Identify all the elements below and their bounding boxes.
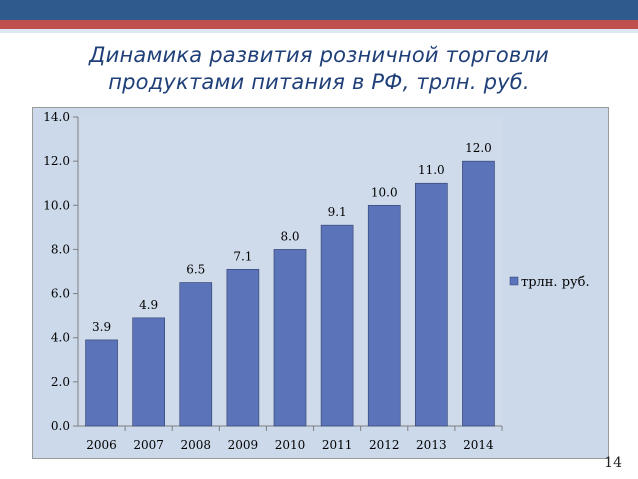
data-label: 12.0: [465, 141, 492, 155]
bar: [179, 282, 213, 427]
slide-top-accent-band: [0, 20, 638, 29]
legend-swatch: [509, 276, 519, 286]
x-tick-label: 2014: [463, 438, 494, 452]
slide-title-line-2: продуктами питания в РФ, трлн. руб.: [108, 70, 530, 94]
bar: [320, 224, 354, 427]
data-label: 7.1: [233, 249, 252, 263]
data-label: 3.9: [92, 320, 111, 334]
bar: [462, 160, 495, 427]
x-tick-label: 2013: [416, 438, 447, 452]
bar: [367, 204, 401, 427]
x-tick-label: 2008: [181, 438, 212, 452]
x-tick-label: 2012: [369, 438, 400, 452]
x-tick-label: 2009: [228, 438, 259, 452]
bar: [273, 249, 307, 427]
bar: [85, 339, 118, 427]
data-label: 6.5: [186, 263, 205, 277]
y-tick-label: 4.0: [51, 331, 70, 345]
y-tick-label: 10.0: [43, 198, 70, 212]
y-tick-label: 6.0: [51, 287, 70, 301]
page-number: 14: [604, 455, 622, 471]
bar: [415, 182, 448, 427]
bar: [132, 317, 165, 427]
slide-title-line-1: Динамика развития розничной торговли: [89, 43, 549, 67]
x-tick-label: 2011: [322, 438, 353, 452]
y-tick-label: 12.0: [43, 154, 70, 168]
x-tick-label: 2007: [133, 438, 164, 452]
slide-top-band: [0, 0, 638, 20]
data-label: 4.9: [139, 298, 158, 312]
y-tick-label: 14.0: [43, 110, 70, 124]
bar: [226, 268, 260, 427]
x-tick-label: 2010: [275, 438, 306, 452]
data-label: 10.0: [371, 185, 398, 199]
slide-title: Динамика развития розничной торговли про…: [0, 42, 638, 96]
y-tick-label: 8.0: [51, 242, 70, 256]
data-label: 11.0: [418, 163, 445, 177]
y-tick-label: 2.0: [51, 375, 70, 389]
x-tick-label: 2006: [86, 438, 117, 452]
data-label: 8.0: [280, 229, 299, 243]
slide-top-light-band: [0, 29, 638, 33]
data-label: 9.1: [328, 205, 347, 219]
legend-label: трлн. руб.: [521, 275, 590, 290]
y-tick-label: 0.0: [51, 419, 70, 433]
